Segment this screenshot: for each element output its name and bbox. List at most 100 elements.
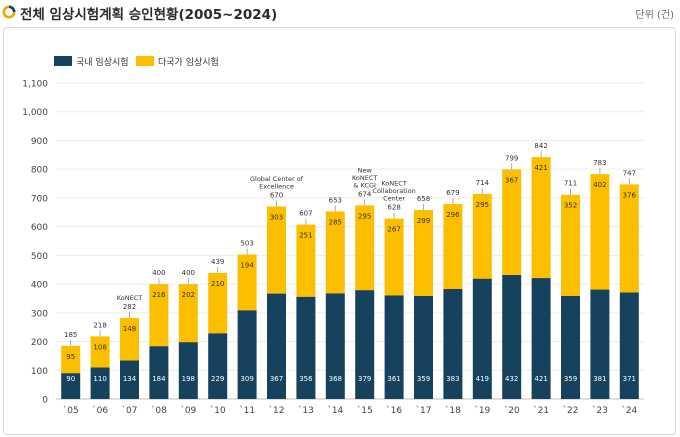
annotation-line: KoNECT — [117, 294, 142, 302]
x-tick-label: `20 — [504, 405, 520, 416]
bar-domestic — [443, 288, 463, 399]
data-label-total: 842 — [534, 142, 547, 150]
data-label-total: 714 — [476, 179, 490, 187]
legend-entry: 다국가 임상시험 — [158, 56, 219, 68]
y-tick-label: 600 — [31, 223, 48, 233]
data-label-total: 628 — [387, 204, 400, 212]
data-label-total: 607 — [299, 210, 312, 218]
data-label-total: 282 — [123, 303, 136, 311]
bar-domestic — [120, 360, 139, 399]
chart-panel: 0 100 200 300 400 500 600 700 800 900 1,000 1,100 국내… — [3, 27, 676, 435]
data-label-multinational: 352 — [564, 202, 577, 210]
stacked-bar-chart: 0 100 200 300 400 500 600 700 800 900 1,000 1,100 국내… — [22, 56, 644, 416]
data-label-total: 799 — [505, 154, 518, 162]
x-tick-label: `08 — [151, 405, 167, 416]
data-label-domestic: 356 — [299, 375, 313, 383]
bar-domestic — [502, 274, 522, 399]
data-label-total: 653 — [329, 196, 342, 204]
bar-multinational — [325, 211, 345, 294]
x-tick-label: `15 — [357, 405, 373, 416]
bar-domestic — [296, 296, 316, 399]
x-tick-label: `07 — [122, 405, 138, 416]
data-label-total: 218 — [93, 321, 106, 329]
bar-multinational — [502, 169, 522, 275]
annotation-line: & KCGI — [353, 181, 376, 189]
data-label-domestic: 432 — [505, 375, 518, 383]
data-label-domestic: 359 — [564, 375, 577, 383]
data-label-multinational: 267 — [387, 226, 400, 234]
data-label-multinational: 285 — [329, 218, 342, 226]
data-label-total: 674 — [358, 190, 372, 198]
data-label-multinational: 296 — [446, 211, 460, 219]
bar-multinational — [208, 272, 228, 334]
annotation-line: Collaboration — [372, 187, 415, 195]
legend-entry: 국내 임상시험 — [76, 56, 129, 68]
data-label-domestic: 367 — [270, 375, 283, 383]
data-label-domestic: 371 — [623, 375, 636, 383]
annotation-line: KoNECT — [352, 174, 377, 182]
bar-domestic — [90, 367, 110, 399]
data-label-total: 711 — [564, 180, 577, 188]
bar-domestic — [590, 289, 610, 399]
data-label-multinational: 95 — [66, 353, 75, 361]
data-label-multinational: 202 — [182, 291, 195, 299]
data-label-domestic: 383 — [446, 375, 459, 383]
data-label-total: 658 — [417, 195, 430, 203]
bar-domestic — [208, 333, 228, 399]
bar-multinational — [267, 206, 286, 294]
data-label-domestic: 309 — [240, 375, 253, 383]
bar-domestic — [619, 292, 639, 399]
bar-domestic — [414, 295, 433, 399]
data-label-multinational: 251 — [299, 232, 312, 240]
x-tick-label: `06 — [92, 405, 108, 416]
x-tick-label: `10 — [210, 405, 226, 416]
bar-multinational — [561, 194, 580, 296]
bar-multinational — [61, 345, 81, 374]
y-tick-label: 700 — [31, 194, 48, 204]
data-label-domestic: 421 — [534, 375, 547, 383]
x-tick-label: `09 — [180, 405, 196, 416]
data-label-total: 747 — [623, 169, 636, 177]
data-label-total: 439 — [211, 258, 224, 266]
data-label-multinational: 108 — [93, 343, 106, 351]
y-tick-label: 1,000 — [22, 108, 48, 118]
x-tick-label: `21 — [533, 405, 549, 416]
bar-domestic — [178, 342, 198, 399]
x-tick-label: `22 — [563, 405, 579, 416]
data-label-multinational: 303 — [270, 214, 283, 222]
data-label-domestic: 361 — [387, 375, 400, 383]
bar-multinational — [296, 224, 316, 297]
legend-swatch — [136, 56, 154, 66]
x-tick-label: `19 — [474, 405, 490, 416]
bar-multinational — [414, 209, 433, 296]
bar-domestic — [531, 278, 551, 399]
data-label-total: 670 — [270, 192, 283, 200]
data-label-multinational: 367 — [505, 176, 518, 184]
data-label-multinational: 299 — [417, 217, 430, 225]
bar-domestic — [237, 310, 257, 399]
bar-domestic — [149, 346, 169, 399]
bar-multinational — [178, 284, 198, 343]
data-label-total: 185 — [64, 331, 77, 339]
data-label-domestic: 184 — [152, 375, 166, 383]
data-label-total: 679 — [446, 189, 459, 197]
y-tick-label: 900 — [31, 137, 48, 147]
bar-domestic — [384, 295, 404, 399]
annotation-line: New — [358, 166, 373, 174]
x-tick-label: `05 — [63, 405, 79, 416]
bar-domestic — [61, 373, 81, 399]
data-label-domestic: 381 — [593, 375, 606, 383]
bar-multinational — [355, 205, 375, 291]
data-label-multinational: 148 — [123, 325, 136, 333]
bar-multinational — [531, 157, 551, 279]
data-label-total: 783 — [593, 159, 606, 167]
data-label-domestic: 134 — [123, 375, 137, 383]
bar-domestic — [355, 290, 375, 399]
y-tick-label: 800 — [31, 166, 48, 176]
annotation-line: Excellence — [259, 183, 294, 191]
data-label-multinational: 376 — [623, 191, 637, 199]
x-tick-label: `14 — [327, 405, 343, 416]
data-label-domestic: 90 — [66, 375, 75, 383]
y-tick-label: 0 — [42, 396, 48, 406]
bar-multinational — [472, 193, 492, 279]
